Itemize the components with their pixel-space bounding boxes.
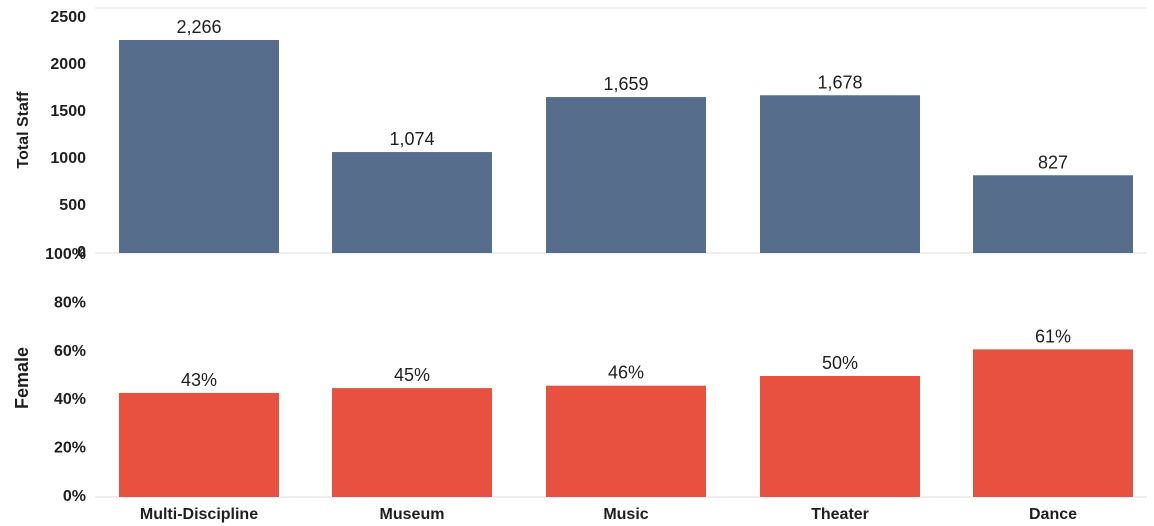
staff-data-label: 2,266 [176,17,221,37]
female-data-label: 45% [394,365,430,385]
female-bar-museum [332,388,492,497]
staff-y-tick-label: 0 [77,244,86,261]
category-label: Theater [811,506,869,523]
female-bar-theater [760,376,920,497]
category-label: Dance [1029,506,1077,523]
female-data-label: 61% [1035,326,1071,346]
staff-data-label: 827 [1038,152,1068,172]
staff-bar-music [546,97,706,253]
staff-y-tick-label: 2500 [50,9,86,26]
total-staff-panel: 0 500 1000 1500 2000 2500 2,266 1,074 1,659 1,678… [50,7,1147,261]
staff-data-label: 1,678 [817,72,862,92]
category-label: Music [603,506,648,523]
female-data-label: 46% [608,363,644,383]
staff-bar-museum [332,152,492,253]
female-y-tick-label: 20% [54,440,86,457]
staff-bar-dance [973,175,1133,253]
female-data-label: 43% [181,370,217,390]
category-label: Museum [380,506,445,523]
category-axis: Multi-Discipline Museum Music Theater Dance [140,506,1077,523]
staff-y-tick-label: 2000 [50,56,86,73]
staff-bar-theater [760,95,920,253]
female-bar-multi-discipline [119,392,279,497]
y-axis-label-total-staff: Total Staff [15,91,32,169]
y-axis-label-female: Female [12,347,32,409]
female-data-label: 50% [822,353,858,373]
female-y-tick-label: 100% [45,246,86,263]
female-share-panel: 0% 20% 40% 60% 80% 100% 43% 45% 46% 50% 61% [45,246,1147,505]
female-bar-music [546,385,706,497]
female-y-tick-label: 80% [54,294,86,311]
female-bar-dance [973,349,1133,497]
staff-data-label: 1,074 [389,129,434,149]
female-y-tick-label: 0% [63,488,86,505]
female-y-tick-label: 60% [54,343,86,360]
category-label: Multi-Discipline [140,506,258,523]
female-y-tick-label: 40% [54,391,86,408]
staff-bar-multi-discipline [119,39,279,253]
staff-y-tick-label: 1500 [50,103,86,120]
staff-data-label: 1,659 [603,74,648,94]
staff-y-tick-label: 500 [59,197,86,214]
staff-y-tick-label: 1000 [50,150,86,167]
